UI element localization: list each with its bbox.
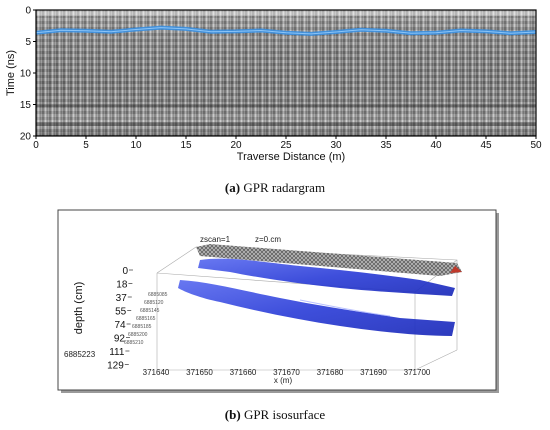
isosurface-lower (178, 280, 455, 336)
depth-tick-label: 111 (109, 347, 125, 358)
y-tick-label: 10 (20, 69, 32, 80)
x-tick-label: 10 (130, 140, 142, 151)
x-tick-label: 15 (180, 140, 192, 151)
x-tick-label: 25 (280, 140, 292, 151)
x-tick-label: 45 (480, 140, 492, 151)
y-tick-partial: 6885223 (64, 350, 96, 359)
isosurface-figure: 6885085 6885120 6885145 6885165 6885185 … (57, 209, 499, 393)
x-tick-label: 371650 (186, 368, 213, 377)
svg-text:6885200: 6885200 (128, 332, 148, 338)
x-axis-label: Traverse Distance (m) (237, 151, 345, 163)
svg-text:6885210: 6885210 (124, 340, 144, 346)
depth-tick-label: 55 (115, 307, 127, 318)
x-tick-label: 5 (83, 140, 89, 151)
x-tick-label: 35 (380, 140, 392, 151)
x-tick-label: 371670 (273, 368, 300, 377)
caption-b-letter: (b) (224, 407, 241, 422)
depth-tick-label: 74 (114, 320, 126, 331)
x-tick-label: 371640 (143, 368, 170, 377)
y-axis-label: Time (ns) (5, 50, 17, 96)
svg-text:6885120: 6885120 (144, 300, 164, 306)
x-tick-label: 50 (530, 140, 542, 151)
depth-ticks: 0 18 37 55 74 92 111 129 (107, 266, 133, 372)
y-tick-label: 15 (20, 100, 32, 111)
x-tick-label: 371660 (230, 368, 257, 377)
caption-a: (a) GPR radargram (0, 180, 550, 196)
isosurface-upper (198, 258, 455, 296)
z-label: z=0.cm (255, 235, 281, 244)
x-axis-ticks: 0 5 10 15 20 25 30 35 40 45 50 (33, 136, 542, 151)
caption-b: (b) GPR isosurface (0, 407, 550, 423)
x-tick-label: 40 (430, 140, 442, 151)
x-ticks: 371640 371650 371660 371670 371680 371690 3717… (143, 368, 431, 377)
x-tick-label: 0 (33, 140, 39, 151)
depth-tick-label: 37 (116, 293, 128, 304)
y-axis-ticks: 0 5 10 15 20 (20, 6, 36, 143)
zscan-label: zscan=1 (200, 235, 231, 244)
svg-text:6885085: 6885085 (148, 292, 168, 298)
svg-text:6885185: 6885185 (132, 324, 152, 330)
svg-text:6885145: 6885145 (140, 308, 160, 314)
y-tick-label: 5 (25, 37, 31, 48)
surface-slice (196, 244, 462, 276)
y-tick-label: 0 (25, 6, 31, 17)
caption-a-letter: (a) (224, 180, 241, 195)
x-tick-label: 30 (330, 140, 342, 151)
depth-tick-label: 0 (122, 266, 128, 277)
caption-b-text: GPR isosurface (243, 407, 326, 422)
depth-tick-label: 18 (116, 280, 128, 291)
y-tick-label: 20 (20, 132, 32, 143)
oblique-y-ticks: 6885085 6885120 6885145 6885165 6885185 … (64, 292, 168, 359)
x-tick-label: 371700 (404, 368, 431, 377)
x-tick-label: 371690 (360, 368, 387, 377)
x-tick-label: 20 (230, 140, 242, 151)
depth-tick-label: 129 (107, 361, 124, 372)
caption-a-text: GPR radargram (243, 180, 326, 195)
depth-tick-label: 92 (114, 334, 126, 345)
x-tick-label: 371680 (317, 368, 344, 377)
x-axis-label: x (m) (274, 376, 293, 385)
svg-text:6885165: 6885165 (136, 316, 156, 322)
depth-axis-label: depth (cm) (73, 282, 85, 335)
